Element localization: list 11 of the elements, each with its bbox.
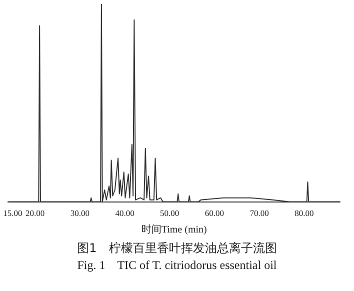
x-tick-label: 50.00: [160, 208, 180, 218]
caption: Fig. 1 TIC of T. citriodorus essential oil: [76, 257, 278, 274]
x-tick-label: 30.00: [70, 208, 90, 218]
x-tick-label: 60.00: [204, 208, 224, 218]
caption: 图1 柠檬百里香叶挥发油总离子流图: [76, 240, 278, 257]
x-tick-label: 15.00: [3, 208, 22, 218]
x-axis-title: 时间Time (min): [141, 224, 207, 236]
x-tick-label: 20.00: [26, 208, 45, 218]
x-tick-label: 40.00: [115, 208, 134, 218]
x-tick-label: 80.00: [294, 208, 314, 218]
x-tick-label: 70.00: [250, 208, 269, 218]
